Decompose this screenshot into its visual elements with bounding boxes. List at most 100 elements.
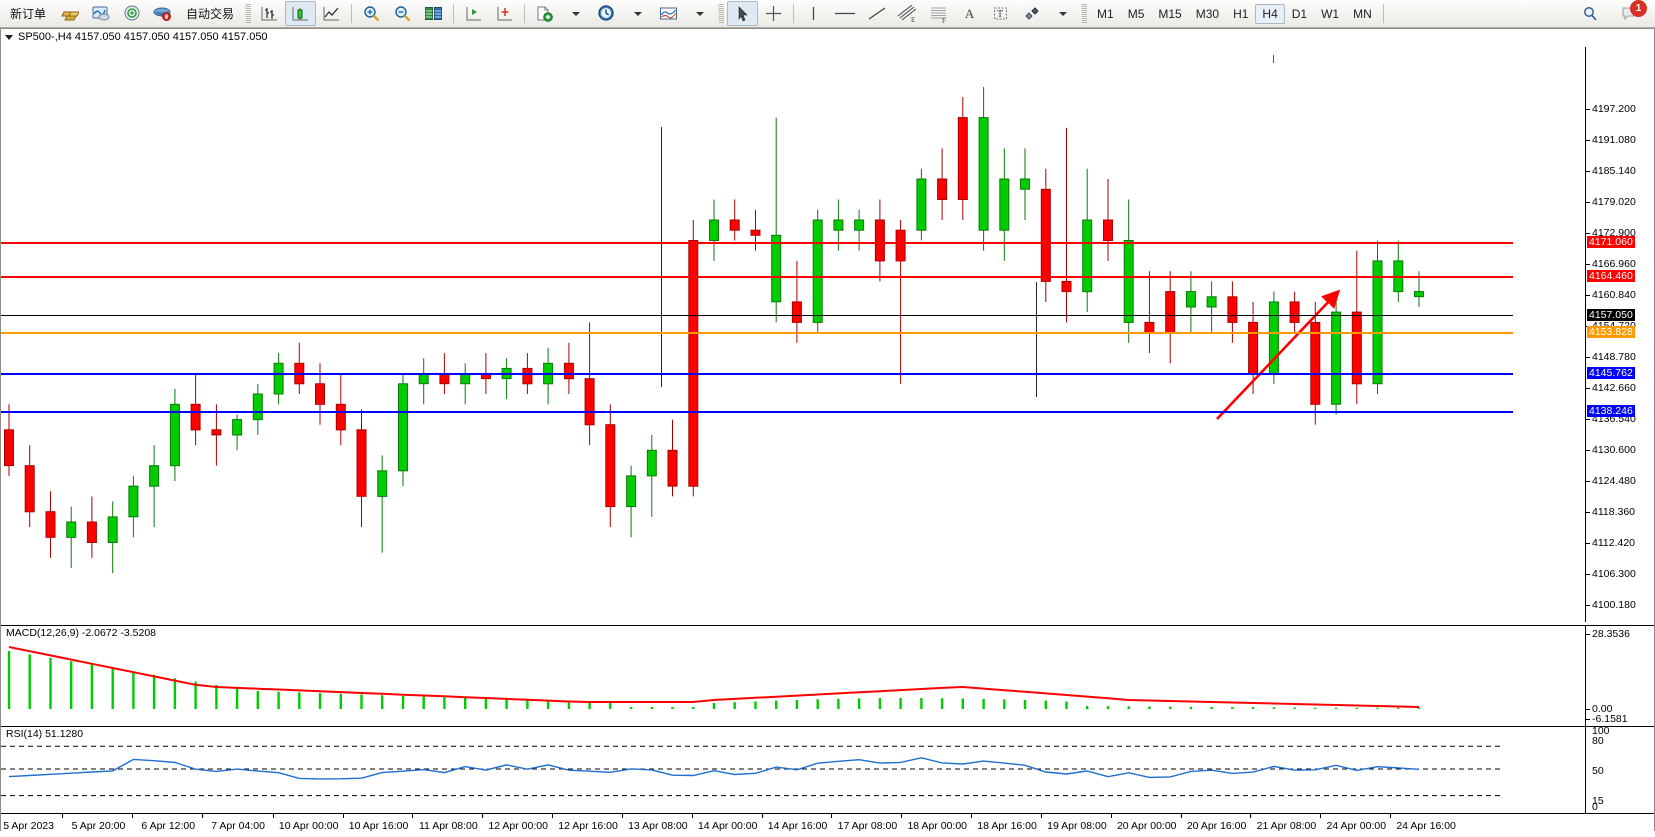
zoom-out-icon[interactable] xyxy=(387,1,418,26)
macd-axis[interactable]: 28.3536 0.00 -6.1581 xyxy=(1585,626,1654,726)
toolbar-separator-4 xyxy=(793,4,795,23)
period-dropdown-arrow-icon[interactable] xyxy=(622,1,653,26)
equidistant-channel-icon[interactable]: E xyxy=(892,1,923,26)
resistance-line-2[interactable] xyxy=(1,276,1513,278)
templates-dropdown-arrow-icon[interactable] xyxy=(560,1,591,26)
timeframe-mn[interactable]: MN xyxy=(1353,6,1372,21)
price-tick xyxy=(1586,481,1590,482)
support-line-2[interactable] xyxy=(1,411,1513,413)
price-tick xyxy=(1586,295,1590,296)
price-tick xyxy=(1586,605,1590,606)
support-2-tag: 4138.246 xyxy=(1587,405,1635,417)
period-icon[interactable] xyxy=(591,1,622,26)
objects-icon[interactable] xyxy=(1016,1,1047,26)
price-tick xyxy=(1586,450,1590,451)
price-tick xyxy=(1586,419,1590,420)
expert-advisor-icon[interactable] xyxy=(147,1,178,26)
timeframe-m1[interactable]: M1 xyxy=(1097,6,1114,21)
rsi-tick-label: 100 xyxy=(1592,725,1610,737)
time-tick xyxy=(691,813,693,818)
time-tick xyxy=(1110,813,1112,818)
timeframe-w1[interactable]: W1 xyxy=(1321,6,1340,21)
pivot-line[interactable] xyxy=(1,332,1513,334)
timeframe-m15[interactable]: M15 xyxy=(1158,6,1182,21)
crosshair-cursor-mark xyxy=(1273,55,1274,63)
data-window-grid-icon[interactable] xyxy=(418,1,449,26)
price-tick xyxy=(1586,388,1590,389)
fibonacci-icon[interactable]: F xyxy=(923,1,954,26)
price-tick-label: 4124.480 xyxy=(1592,475,1636,487)
time-tick-label: 20 Apr 00:00 xyxy=(1116,820,1177,832)
indicators-dropdown-arrow-icon[interactable] xyxy=(684,1,715,26)
time-tick-label: 14 Apr 00:00 xyxy=(697,820,758,832)
toolbar-grip-3[interactable] xyxy=(1081,4,1088,23)
chart-menu-triangle-icon[interactable] xyxy=(5,34,13,40)
vertical-line-icon[interactable] xyxy=(798,1,829,26)
gold-bars-icon[interactable] xyxy=(54,1,85,26)
navigator-icon[interactable] xyxy=(116,1,147,26)
timeframe-d1[interactable]: D1 xyxy=(1291,6,1308,21)
text-label-icon[interactable]: T xyxy=(985,1,1016,26)
time-tick-label: 10 Apr 16:00 xyxy=(348,820,409,832)
time-tick-label: 10 Apr 00:00 xyxy=(278,820,339,832)
line-chart-icon[interactable] xyxy=(316,1,347,26)
price-pane[interactable]: 4197.200 4191.080 4185.140 4179.020 4172.900… xyxy=(1,47,1654,642)
resistance-1-tag: 4171.060 xyxy=(1587,236,1635,248)
rsi-tick-label: 50 xyxy=(1592,765,1604,777)
rsi-axis[interactable]: 100 80 50 15 0 xyxy=(1585,725,1654,813)
time-axis-line xyxy=(1,813,1654,814)
horizontal-line-icon[interactable] xyxy=(829,1,861,26)
zoom-in-icon[interactable] xyxy=(356,1,387,26)
price-tick-label: 4179.020 xyxy=(1592,196,1636,208)
price-tick xyxy=(1586,574,1590,575)
new-order-label: 新订单 xyxy=(10,7,47,21)
resistance-line-1[interactable] xyxy=(1,242,1513,244)
cursor-icon[interactable] xyxy=(727,1,759,26)
price-axis[interactable]: 4197.200 4191.080 4185.140 4179.020 4172.900… xyxy=(1585,47,1654,642)
price-tick xyxy=(1586,264,1590,265)
toolbar-grip-1[interactable] xyxy=(245,4,252,23)
chart-symbol-header: SP500-,H4 4157.050 4157.050 4157.050 415… xyxy=(1,29,268,45)
support-line-1[interactable] xyxy=(1,373,1513,375)
timeframe-h1[interactable]: H1 xyxy=(1233,6,1249,21)
market-watch-icon[interactable] xyxy=(85,1,116,26)
price-tick-label: 4112.420 xyxy=(1592,537,1636,549)
rsi-pane[interactable]: 100 80 50 15 0 RSI(14) 51.1280 xyxy=(1,725,1654,814)
new-order-button[interactable]: 新订单 xyxy=(2,1,54,26)
price-tick xyxy=(1586,512,1590,513)
autotrading-button[interactable]: 自动交易 xyxy=(178,1,242,26)
chart-shift-icon[interactable] xyxy=(458,1,489,26)
price-tick-label: 4185.140 xyxy=(1592,165,1636,177)
text-icon[interactable]: A xyxy=(964,5,975,21)
indicators-icon[interactable] xyxy=(653,1,684,26)
price-tick xyxy=(1586,171,1590,172)
last-price-line[interactable] xyxy=(1,315,1513,316)
macd-tick-label: 28.3536 xyxy=(1592,628,1630,640)
chart-area[interactable]: SP500-,H4 4157.050 4157.050 4157.050 415… xyxy=(0,28,1655,837)
rsi-series xyxy=(1,745,1501,797)
timeframe-m30[interactable]: M30 xyxy=(1195,6,1220,21)
time-axis[interactable]: 5 Apr 2023 5 Apr 20:00 6 Apr 12:00 7 Apr 04… xyxy=(1,813,1654,837)
price-tick xyxy=(1586,357,1590,358)
time-tick xyxy=(202,813,204,818)
timeframe-h4[interactable]: H4 xyxy=(1255,3,1285,24)
templates-icon[interactable] xyxy=(529,1,560,26)
price-tick-label: 4197.200 xyxy=(1592,103,1636,115)
timeframe-m5[interactable]: M5 xyxy=(1127,6,1145,21)
price-tick xyxy=(1586,202,1590,203)
price-tick-label: 4130.600 xyxy=(1592,444,1636,456)
macd-tick-label: 0.00 xyxy=(1592,703,1613,715)
macd-pane[interactable]: 28.3536 0.00 -6.1581 MACD(12,26,9) -2.0672… xyxy=(1,625,1654,727)
bar-chart-icon[interactable] xyxy=(254,1,285,26)
search-icon[interactable] xyxy=(1575,1,1606,26)
macd-tick xyxy=(1586,709,1590,710)
trendline-icon[interactable] xyxy=(861,1,892,26)
crosshair-icon[interactable] xyxy=(758,1,789,26)
time-tick xyxy=(1390,813,1392,818)
candlestick-chart-icon[interactable] xyxy=(285,1,317,26)
auto-scroll-icon[interactable] xyxy=(489,1,520,26)
toolbar-grip-2[interactable] xyxy=(718,4,725,23)
notifications-button[interactable]: 1 xyxy=(1614,0,1647,26)
price-tick-label: 4100.180 xyxy=(1592,599,1636,611)
objects-dropdown-arrow-icon[interactable] xyxy=(1047,1,1078,26)
